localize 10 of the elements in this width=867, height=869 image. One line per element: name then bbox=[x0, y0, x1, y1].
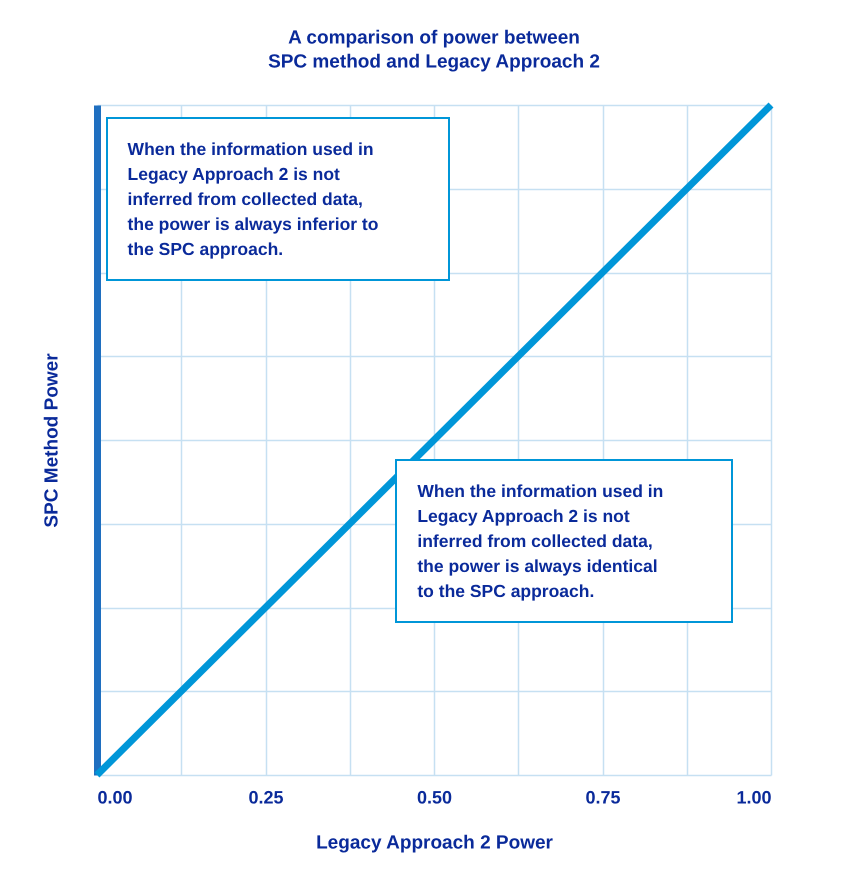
x-axis-title: Legacy Approach 2 Power bbox=[316, 832, 554, 854]
x-tick-label: 1.00 bbox=[736, 788, 772, 808]
text-box: When the information used in Legacy Approach 2 is not inferred from collected data, the power is always inferior to the SPC approach. bbox=[106, 117, 450, 282]
x-tick-label: 0.75 bbox=[585, 788, 621, 808]
y-axis-title: SPC Method Power bbox=[42, 352, 62, 528]
x-tick-label: 0.50 bbox=[416, 788, 452, 808]
text-box: When the information used in Legacy Approach 2 is not inferred from collected data, the power is always identical to the SPC approach. bbox=[395, 458, 734, 623]
x-tick-label: 0.25 bbox=[248, 788, 284, 808]
chart-title: A comparison of power between SPC method and Legacy Approach 2 bbox=[268, 28, 600, 72]
x-tick-label: 0.00 bbox=[98, 788, 133, 808]
